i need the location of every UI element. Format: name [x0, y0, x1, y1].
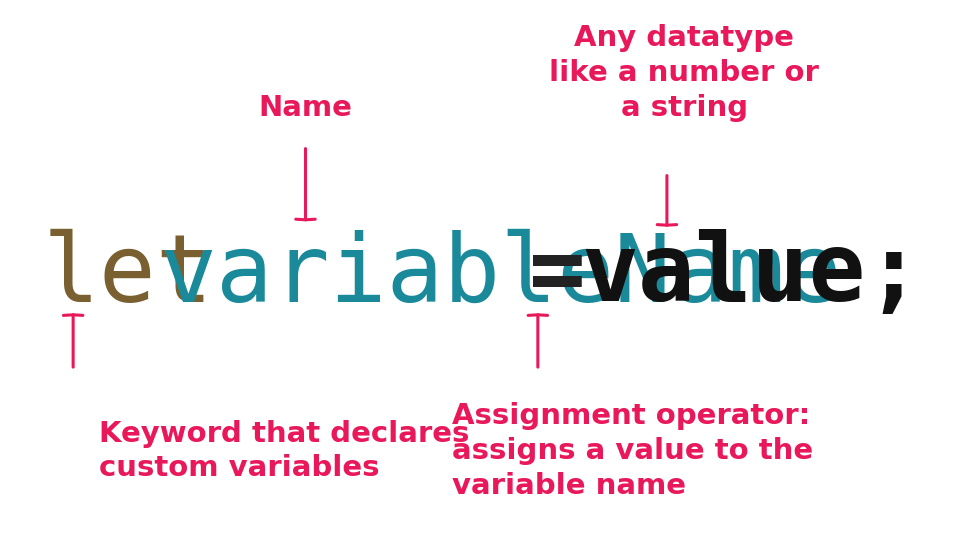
- Text: Name: Name: [258, 94, 352, 122]
- Text: variableName: variableName: [159, 229, 842, 322]
- Text: =: =: [529, 230, 587, 321]
- Text: Any datatype
like a number or
a string: Any datatype like a number or a string: [549, 24, 819, 122]
- Text: value;: value;: [581, 230, 923, 321]
- Text: Assignment operator:
assigns a value to the
variable name: Assignment operator: assigns a value to …: [452, 402, 813, 500]
- Text: let: let: [43, 229, 214, 322]
- Text: Keyword that declares
custom variables: Keyword that declares custom variables: [99, 420, 469, 482]
